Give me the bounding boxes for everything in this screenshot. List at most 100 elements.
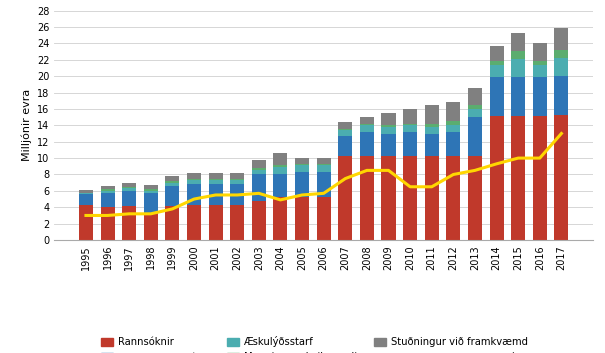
Bar <box>209 184 223 205</box>
Bar <box>468 109 482 117</box>
Bar <box>316 166 331 172</box>
Bar <box>338 130 352 136</box>
Legend: Rannsóknir, Menntun og þjálfun, Æskulýðsstarf, Menning og kvikmyndir, Stuðningur: Rannsóknir, Menntun og þjálfun, Æskulýðs… <box>97 332 550 353</box>
Bar <box>79 205 93 240</box>
Bar <box>100 207 114 240</box>
Bar <box>403 109 417 124</box>
Bar <box>165 183 180 186</box>
Bar <box>554 76 569 115</box>
Bar <box>144 189 158 191</box>
Bar <box>144 191 158 193</box>
Bar <box>122 191 136 207</box>
Bar <box>187 184 201 205</box>
Bar <box>295 164 309 166</box>
Bar <box>554 115 569 240</box>
Bar <box>231 180 244 184</box>
Bar <box>533 65 547 77</box>
Bar <box>79 192 93 194</box>
Bar <box>338 136 352 156</box>
Bar <box>79 194 93 205</box>
Bar <box>122 187 136 189</box>
Bar <box>231 179 244 180</box>
Bar <box>446 121 460 125</box>
Bar <box>533 116 547 240</box>
Bar <box>403 125 417 132</box>
Bar <box>511 51 525 59</box>
Bar <box>231 205 244 240</box>
Bar <box>316 197 331 240</box>
Bar <box>425 127 439 133</box>
Bar <box>316 172 331 197</box>
Bar <box>187 179 201 180</box>
Bar <box>403 124 417 125</box>
Y-axis label: Milljónir evra: Milljónir evra <box>21 89 31 161</box>
Bar <box>425 125 439 127</box>
Bar <box>489 77 503 116</box>
Bar <box>231 173 244 179</box>
Bar <box>295 166 309 172</box>
Bar <box>295 172 309 197</box>
Bar <box>425 133 439 156</box>
Bar <box>360 132 374 156</box>
Bar <box>511 59 525 77</box>
Bar <box>533 61 547 65</box>
Bar <box>468 89 482 105</box>
Bar <box>403 156 417 240</box>
Bar <box>360 156 374 240</box>
Bar <box>446 132 460 156</box>
Bar <box>187 205 201 240</box>
Bar <box>511 116 525 240</box>
Bar <box>468 117 482 156</box>
Bar <box>209 179 223 180</box>
Bar <box>511 33 525 51</box>
Bar <box>252 160 266 168</box>
Bar <box>382 127 396 133</box>
Bar <box>273 153 287 166</box>
Bar <box>425 105 439 125</box>
Bar <box>273 166 287 167</box>
Bar <box>295 197 309 240</box>
Bar <box>187 173 201 179</box>
Bar <box>382 125 396 127</box>
Bar <box>231 184 244 205</box>
Bar <box>187 180 201 184</box>
Bar <box>144 214 158 240</box>
Bar <box>165 186 180 207</box>
Bar <box>382 156 396 240</box>
Bar <box>446 125 460 132</box>
Bar <box>252 168 266 169</box>
Bar <box>252 174 266 201</box>
Bar <box>165 207 180 240</box>
Bar <box>165 176 180 181</box>
Bar <box>122 183 136 187</box>
Bar <box>382 133 396 156</box>
Bar <box>144 185 158 189</box>
Bar <box>338 128 352 130</box>
Bar <box>468 105 482 109</box>
Bar <box>403 132 417 156</box>
Bar <box>295 158 309 164</box>
Bar <box>100 186 114 189</box>
Bar <box>554 28 569 50</box>
Bar <box>316 164 331 166</box>
Bar <box>511 77 525 116</box>
Bar <box>360 117 374 124</box>
Bar <box>360 124 374 125</box>
Bar <box>100 192 114 207</box>
Bar <box>468 156 482 240</box>
Bar <box>273 167 287 174</box>
Bar <box>489 61 503 65</box>
Bar <box>100 189 114 191</box>
Bar <box>79 190 93 192</box>
Bar <box>252 169 266 174</box>
Bar <box>489 116 503 240</box>
Bar <box>144 193 158 214</box>
Bar <box>209 205 223 240</box>
Bar <box>425 156 439 240</box>
Bar <box>252 201 266 240</box>
Bar <box>209 180 223 184</box>
Bar <box>338 156 352 240</box>
Bar <box>122 207 136 240</box>
Bar <box>489 65 503 77</box>
Bar <box>554 58 569 76</box>
